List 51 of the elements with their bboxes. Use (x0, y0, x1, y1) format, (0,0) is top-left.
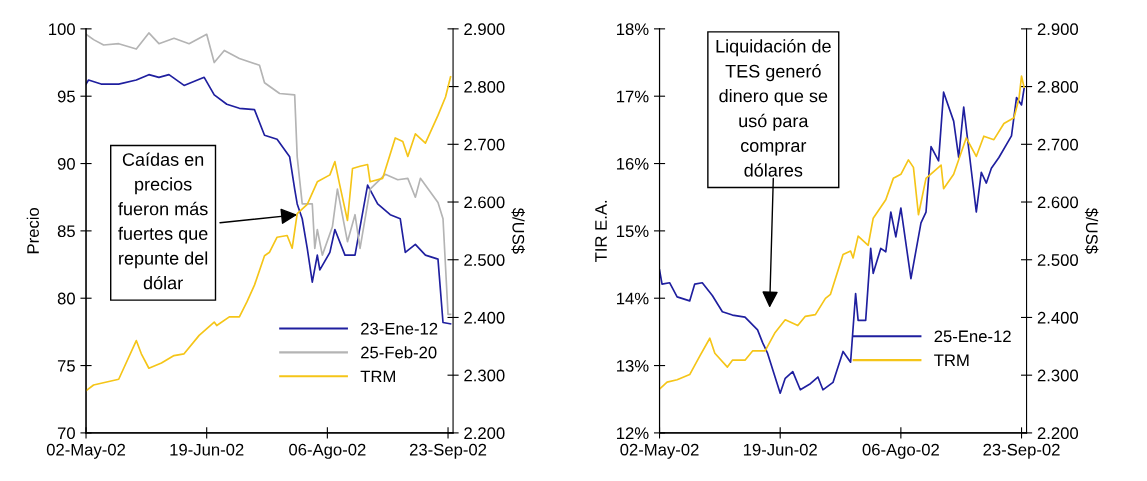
legend-label: 25-Feb-20 (361, 346, 437, 359)
x-tick-label: 06-Ago-02 (289, 443, 366, 459)
y-tick-label: 18% (617, 23, 649, 36)
y-tick-label: 13% (617, 359, 649, 372)
y-tick-label: 14% (617, 292, 649, 305)
y-tick-label: 80 (57, 292, 75, 305)
y-tick-label: 70 (57, 427, 75, 440)
y2-axis-title: $/US$ (511, 207, 525, 254)
x-tick-label: 06-Ago-02 (862, 443, 939, 459)
x-tick-label: 02-May-02 (46, 443, 126, 459)
y2-tick-label: 2.400 (464, 311, 505, 324)
y-tick-label: 95 (57, 90, 75, 103)
y2-tick-label: 2.600 (1037, 196, 1079, 209)
legend-label: TRM (934, 354, 969, 366)
line-series (86, 32, 452, 316)
y2-tick-label: 2.300 (1037, 369, 1079, 382)
y-tick-label: 15% (617, 225, 649, 238)
legend-label: 23-Ene-12 (361, 322, 438, 335)
y-tick-label: 16% (617, 157, 649, 170)
y2-tick-label: 2.800 (1037, 80, 1079, 93)
y2-tick-label: 2.900 (1037, 23, 1079, 36)
line-series (86, 75, 452, 392)
y2-tick-label: 2.400 (1037, 311, 1079, 324)
y2-axis-title: $/US$ (1084, 207, 1099, 254)
y2-tick-label: 2.600 (464, 196, 505, 209)
y-tick-label: 17% (617, 90, 649, 103)
y-axis-title: Precio (26, 207, 39, 254)
y2-tick-label: 2.900 (464, 23, 505, 36)
y-tick-label: 90 (57, 157, 75, 170)
y2-tick-label: 2.200 (464, 427, 505, 440)
y-tick-label: 85 (57, 225, 75, 238)
y-tick-label: 12% (617, 427, 649, 440)
y2-tick-label: 2.700 (464, 138, 505, 151)
y-tick-label: 75 (57, 360, 75, 372)
x-tick-label: 19-Jun-02 (743, 443, 817, 456)
legend-label: 25-Ene-12 (934, 330, 1011, 343)
y-axis-title: TIR E.A. (595, 200, 607, 262)
y2-tick-label: 2.300 (464, 369, 505, 382)
x-tick-label: 02-May-02 (620, 443, 699, 459)
x-tick-label: 23-Sep-02 (983, 443, 1060, 459)
y-tick-label: 100 (49, 23, 75, 36)
annotation: Liquidación de TES generó dinero que se usó para comprar dólares (716, 39, 831, 177)
x-tick-label: 19-Jun-02 (170, 443, 244, 456)
y2-tick-label: 2.800 (464, 80, 505, 93)
annotation: Caídas en precios fueron más fuertes que repunte del dólar (118, 152, 208, 290)
x-tick-label: 23-Sep-02 (409, 443, 487, 459)
y2-tick-label: 2.200 (1037, 427, 1079, 440)
y2-tick-label: 2.500 (1037, 254, 1079, 266)
legend-label: TRM (360, 370, 395, 383)
y2-tick-label: 2.500 (464, 254, 505, 266)
y2-tick-label: 2.700 (1037, 138, 1079, 151)
